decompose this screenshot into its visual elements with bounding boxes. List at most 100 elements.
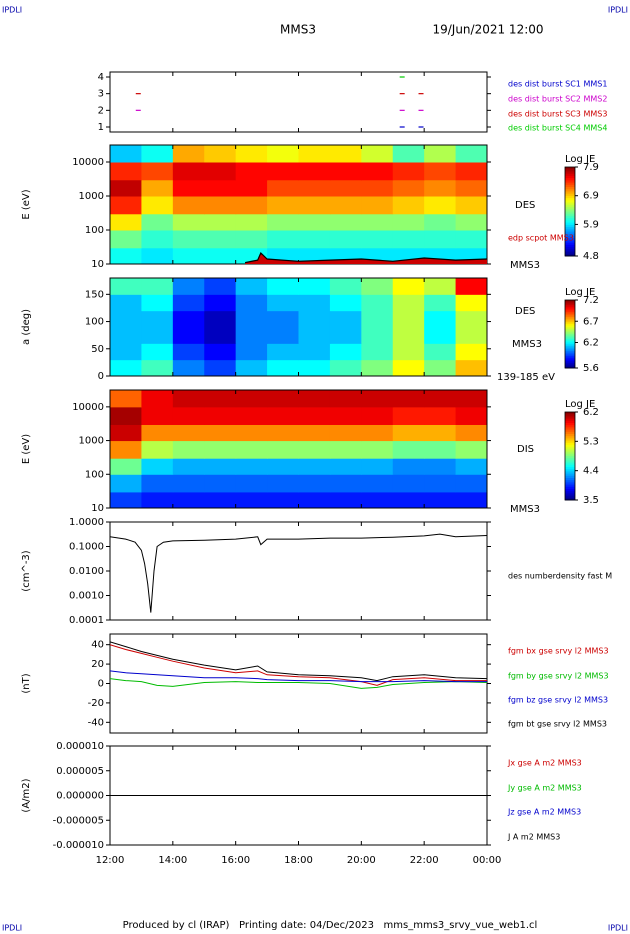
heat-cell — [204, 491, 237, 508]
heat-cell — [424, 343, 457, 361]
y-tick-label: 100 — [85, 469, 104, 480]
colorbar-step — [565, 425, 575, 428]
heat-cell — [361, 327, 394, 344]
heat-cell — [172, 458, 205, 475]
series-line — [110, 644, 487, 686]
legend-label: des dist burst SC4 MMS4 — [508, 124, 607, 133]
colorbar-step — [565, 442, 575, 446]
heat-cell — [267, 458, 299, 475]
heat-cell — [361, 406, 394, 425]
heat-cell — [204, 213, 237, 231]
heat-cell — [141, 213, 174, 231]
heat-cell — [172, 359, 205, 376]
x-tick-label: 20:00 — [347, 855, 376, 866]
heat-cell — [110, 474, 142, 493]
colorbar-step — [565, 224, 575, 228]
colorbar-step — [565, 180, 575, 184]
colorbar-step — [565, 493, 575, 497]
heat-cell — [455, 440, 487, 459]
heat-cell — [298, 310, 331, 328]
colorbar-step — [565, 359, 575, 362]
heat-cell — [392, 179, 425, 197]
heat-cell — [110, 196, 142, 215]
colorbar-tick-label: 5.6 — [583, 363, 599, 374]
heat-cell — [235, 327, 268, 344]
heat-cell — [110, 440, 142, 459]
heat-cell — [455, 343, 487, 361]
heat-cell — [204, 310, 237, 328]
heat-cell — [361, 440, 394, 459]
colorbar-tick-label: 6.7 — [583, 316, 599, 327]
legend-label: fgm bz gse srvy l2 MMS3 — [508, 696, 608, 705]
colorbar-step — [565, 218, 575, 221]
colorbar-tick-label: 3.5 — [583, 495, 599, 506]
colorbar-step — [565, 198, 575, 201]
heat-cell — [298, 474, 331, 493]
colorbar-tick-label: 6.9 — [583, 191, 599, 202]
heat-cell — [298, 424, 331, 442]
heat-cell — [235, 424, 268, 442]
colorbar-step — [565, 171, 575, 175]
y-tick-label: 10000 — [72, 157, 104, 168]
heat-cell — [141, 145, 174, 163]
heat-cell — [329, 162, 362, 181]
heat-cell — [172, 278, 205, 295]
colorbar-step — [565, 242, 575, 246]
colorbar-step — [565, 253, 575, 257]
heat-cell — [235, 278, 268, 295]
colorbar-step — [565, 202, 575, 206]
heat-cell — [392, 458, 425, 475]
colorbar-frame — [564, 166, 576, 257]
panel-frame — [109, 521, 488, 621]
heat-cell — [424, 145, 457, 163]
colorbar-step — [565, 215, 575, 219]
heat-cell — [172, 294, 205, 312]
heat-cell — [361, 230, 394, 249]
heat-cell — [298, 179, 331, 197]
heat-cell — [141, 327, 174, 344]
corner: IPDLI — [2, 6, 22, 15]
heat-cell — [235, 196, 268, 215]
colorbar-step — [565, 423, 575, 426]
heat-cell — [329, 310, 362, 328]
legend-label: Jx gse A m2 MMS3 — [507, 759, 582, 768]
heat-cell — [298, 343, 331, 361]
heat-cell — [298, 294, 331, 312]
colorbar-step — [565, 362, 575, 366]
heat-cell — [298, 145, 331, 163]
heat-cell — [110, 230, 142, 249]
heat-cell — [424, 458, 457, 475]
panel-frame — [109, 71, 488, 133]
heat-cell — [141, 230, 174, 249]
heat-cell — [361, 491, 394, 508]
colorbar-step — [565, 467, 575, 470]
heat-cell — [172, 424, 205, 442]
heat-cell — [235, 213, 268, 231]
colorbar-step — [565, 195, 575, 199]
heat-cell — [329, 458, 362, 475]
heat-cell — [298, 440, 331, 459]
heat-cell — [267, 294, 299, 312]
heat-cell — [235, 179, 268, 197]
colorbar-step — [565, 187, 575, 190]
heat-cell — [141, 162, 174, 181]
colorbar-tick-label: 4.8 — [583, 251, 599, 262]
corner: IPDLI — [608, 924, 628, 933]
colorbar-step — [565, 313, 575, 316]
colorbar-step — [565, 497, 575, 501]
heat-cell — [110, 213, 142, 231]
colorbar-step — [565, 337, 575, 340]
heat-cell — [455, 458, 487, 475]
colorbar-step — [565, 325, 575, 328]
heat-cell — [267, 213, 299, 231]
heat-cell — [361, 145, 394, 163]
y-tick-label: 0.1000 — [69, 542, 104, 553]
heat-cell — [141, 294, 174, 312]
heat-cell — [455, 406, 487, 425]
heat-cell — [392, 440, 425, 459]
colorbar-step — [565, 235, 575, 239]
colorbar-step — [565, 456, 575, 459]
y-tick-label: 150 — [85, 289, 104, 300]
heat-cell — [424, 162, 457, 181]
heat-cell — [267, 162, 299, 181]
